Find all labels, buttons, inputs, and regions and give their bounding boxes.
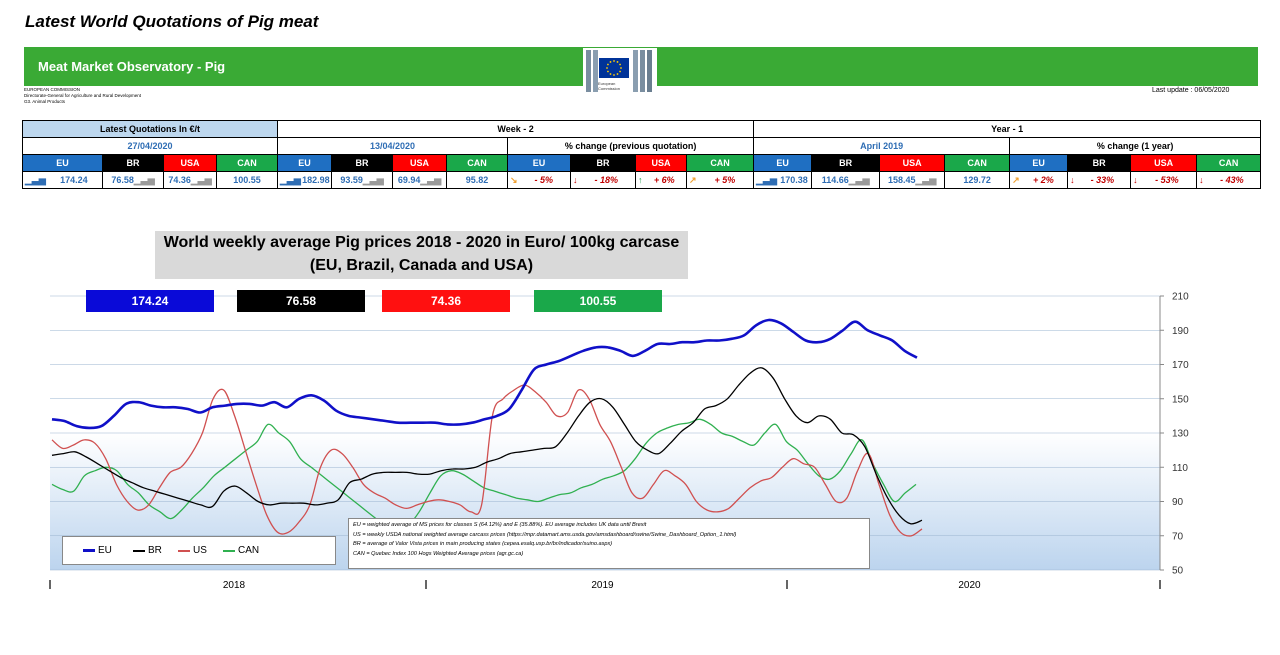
- logo-text-2: Commission: [598, 86, 620, 91]
- latest-br: 76.58▁▃▅: [102, 171, 164, 189]
- region-can: CAN: [686, 154, 755, 172]
- arrow-diagonal-icon: ↘: [510, 174, 518, 185]
- region-header-row: EU BR USA CAN EU BR USA CAN EU BR USA CA…: [22, 154, 1262, 172]
- year-eu: ▁▃▅ 170.38: [753, 171, 813, 189]
- note-can: CAN = Quebec Index 100 Hogs Weighted Ave…: [353, 550, 524, 557]
- eu-commission-logo: European Commission: [583, 48, 657, 94]
- y-tick-label: 130: [1172, 429, 1189, 440]
- week-can: 95.82: [446, 171, 509, 189]
- year-br: 114.66▁▃▅: [811, 171, 881, 189]
- page-title: Latest World Quotations of Pig meat: [25, 12, 319, 31]
- region-usa: USA: [163, 154, 217, 172]
- y-tick-label: 150: [1172, 394, 1189, 405]
- x-tick-label-2019: 2019: [591, 580, 614, 591]
- region-eu: EU: [277, 154, 333, 172]
- legend-item-can: CAN: [223, 545, 259, 556]
- series-line-br: [51, 367, 923, 525]
- latest-box-can: 100.55: [534, 290, 662, 312]
- x-tick-label-2018: 2018: [223, 580, 246, 591]
- bars-icon: ▁▃▅: [915, 174, 937, 185]
- sub-line-2: Directorate-General for Agriculture and …: [24, 93, 142, 98]
- bars-icon: ▁▃▅: [25, 174, 46, 185]
- year-usa: 158.45▁▃▅: [879, 171, 946, 189]
- legend-item-us: US: [178, 545, 207, 556]
- y-tick-label: 210: [1172, 292, 1189, 303]
- latest-eu: ▁▃▅ 174.24: [22, 171, 103, 189]
- note-us: US = weekly USDA national weighted avera…: [353, 531, 737, 538]
- region-br: BR: [811, 154, 881, 172]
- region-can: CAN: [1196, 154, 1262, 172]
- commission-subtitle: EUROPEAN COMMISSION Directorate-General …: [24, 87, 141, 105]
- sub-line-3: G3. Animal Products: [24, 99, 66, 104]
- year-pct-can: ↓ - 43%: [1196, 171, 1262, 189]
- latest-box-us: 74.36: [382, 290, 510, 312]
- arrow-down-icon: ↓: [1070, 175, 1075, 185]
- chart-subtitle: (EU, Brazil, Canada and USA): [309, 257, 534, 274]
- chart-legend: EU BR US CAN: [62, 536, 336, 565]
- bars-icon: ▁▃▅: [133, 174, 155, 185]
- region-usa: USA: [1130, 154, 1198, 172]
- region-eu: EU: [507, 154, 572, 172]
- last-update: Last update : 06/05/2020: [1152, 87, 1230, 94]
- year-pct-eu: ↗ + 2%: [1009, 171, 1069, 189]
- region-eu: EU: [753, 154, 813, 172]
- note-br: BR = average of Valor Vista prices in ma…: [353, 541, 613, 547]
- legend-item-br: BR: [133, 545, 162, 556]
- week-pct-can: ↗ + 5%: [686, 171, 755, 189]
- chart-notes: EU = weighted average of MS prices for c…: [348, 518, 870, 569]
- values-row: ▁▃▅ 174.24 76.58▁▃▅ 74.36▁▃▅ 100.55 ▁▃▅ 18…: [22, 171, 1262, 189]
- arrow-up-icon: ↑: [638, 175, 643, 185]
- bars-icon: ▁▃▅: [280, 174, 301, 185]
- region-br: BR: [570, 154, 637, 172]
- latest-can: 100.55: [215, 171, 279, 189]
- bars-icon: ▁▃▅: [848, 174, 870, 185]
- arrow-diagonal-up-icon: ↗: [689, 174, 697, 185]
- chart-title-line: World weekly average Pig prices 2018 - 2…: [163, 234, 680, 251]
- logo-text-1: European: [598, 81, 615, 86]
- sub-line-1: EUROPEAN COMMISSION: [24, 87, 81, 92]
- bars-icon: ▁▃▅: [190, 174, 212, 185]
- header-banner: Meat Market Observatory - Pig European C…: [24, 47, 1258, 94]
- region-usa: USA: [879, 154, 946, 172]
- legend-item-eu: EU: [83, 545, 112, 556]
- y-tick-label: 110: [1172, 463, 1188, 474]
- y-tick-label: 190: [1172, 326, 1189, 337]
- y-tick-label: 50: [1172, 566, 1184, 577]
- latest-header: Latest Quotations In €/t: [21, 120, 279, 138]
- bars-icon: ▁▃▅: [420, 174, 442, 185]
- week-br: 93.59▁▃▅: [331, 171, 394, 189]
- region-eu: EU: [22, 154, 103, 172]
- bars-icon: ▁▃▅: [362, 174, 384, 185]
- week-usa: 69.94▁▃▅: [392, 171, 448, 189]
- region-usa: USA: [635, 154, 688, 172]
- y-tick-label: 70: [1172, 531, 1184, 542]
- region-can: CAN: [215, 154, 279, 172]
- latest-box-br: 76.58: [237, 290, 365, 312]
- arrow-diagonal-up-icon: ↗: [1012, 174, 1020, 185]
- y-tick-label: 170: [1172, 360, 1189, 371]
- eu-flag-icon: European Commission: [586, 50, 652, 92]
- banner-title: Meat Market Observatory - Pig: [38, 59, 226, 74]
- year-pct-br: ↓ - 33%: [1067, 171, 1132, 189]
- region-br: BR: [1067, 154, 1132, 172]
- quotations-table: Latest Quotations In €/t Week - 2 Year -…: [21, 120, 1262, 189]
- arrow-down-icon: ↓: [1199, 175, 1204, 185]
- x-tick-label-2020: 2020: [958, 580, 981, 591]
- series-line-eu: [51, 318, 918, 430]
- region-eu: EU: [1009, 154, 1069, 172]
- arrow-down-icon: ↓: [1133, 175, 1138, 185]
- y-tick-label: 90: [1172, 497, 1184, 508]
- arrow-down-icon: ↓: [573, 175, 578, 185]
- chart-title: World weekly average Pig prices 2018 - 2…: [155, 231, 688, 279]
- latest-box-eu: 174.24: [86, 290, 214, 312]
- note-eu: EU = weighted average of MS prices for c…: [353, 522, 647, 528]
- series-line-us: [51, 384, 923, 537]
- bars-icon: ▁▃▅: [756, 174, 777, 185]
